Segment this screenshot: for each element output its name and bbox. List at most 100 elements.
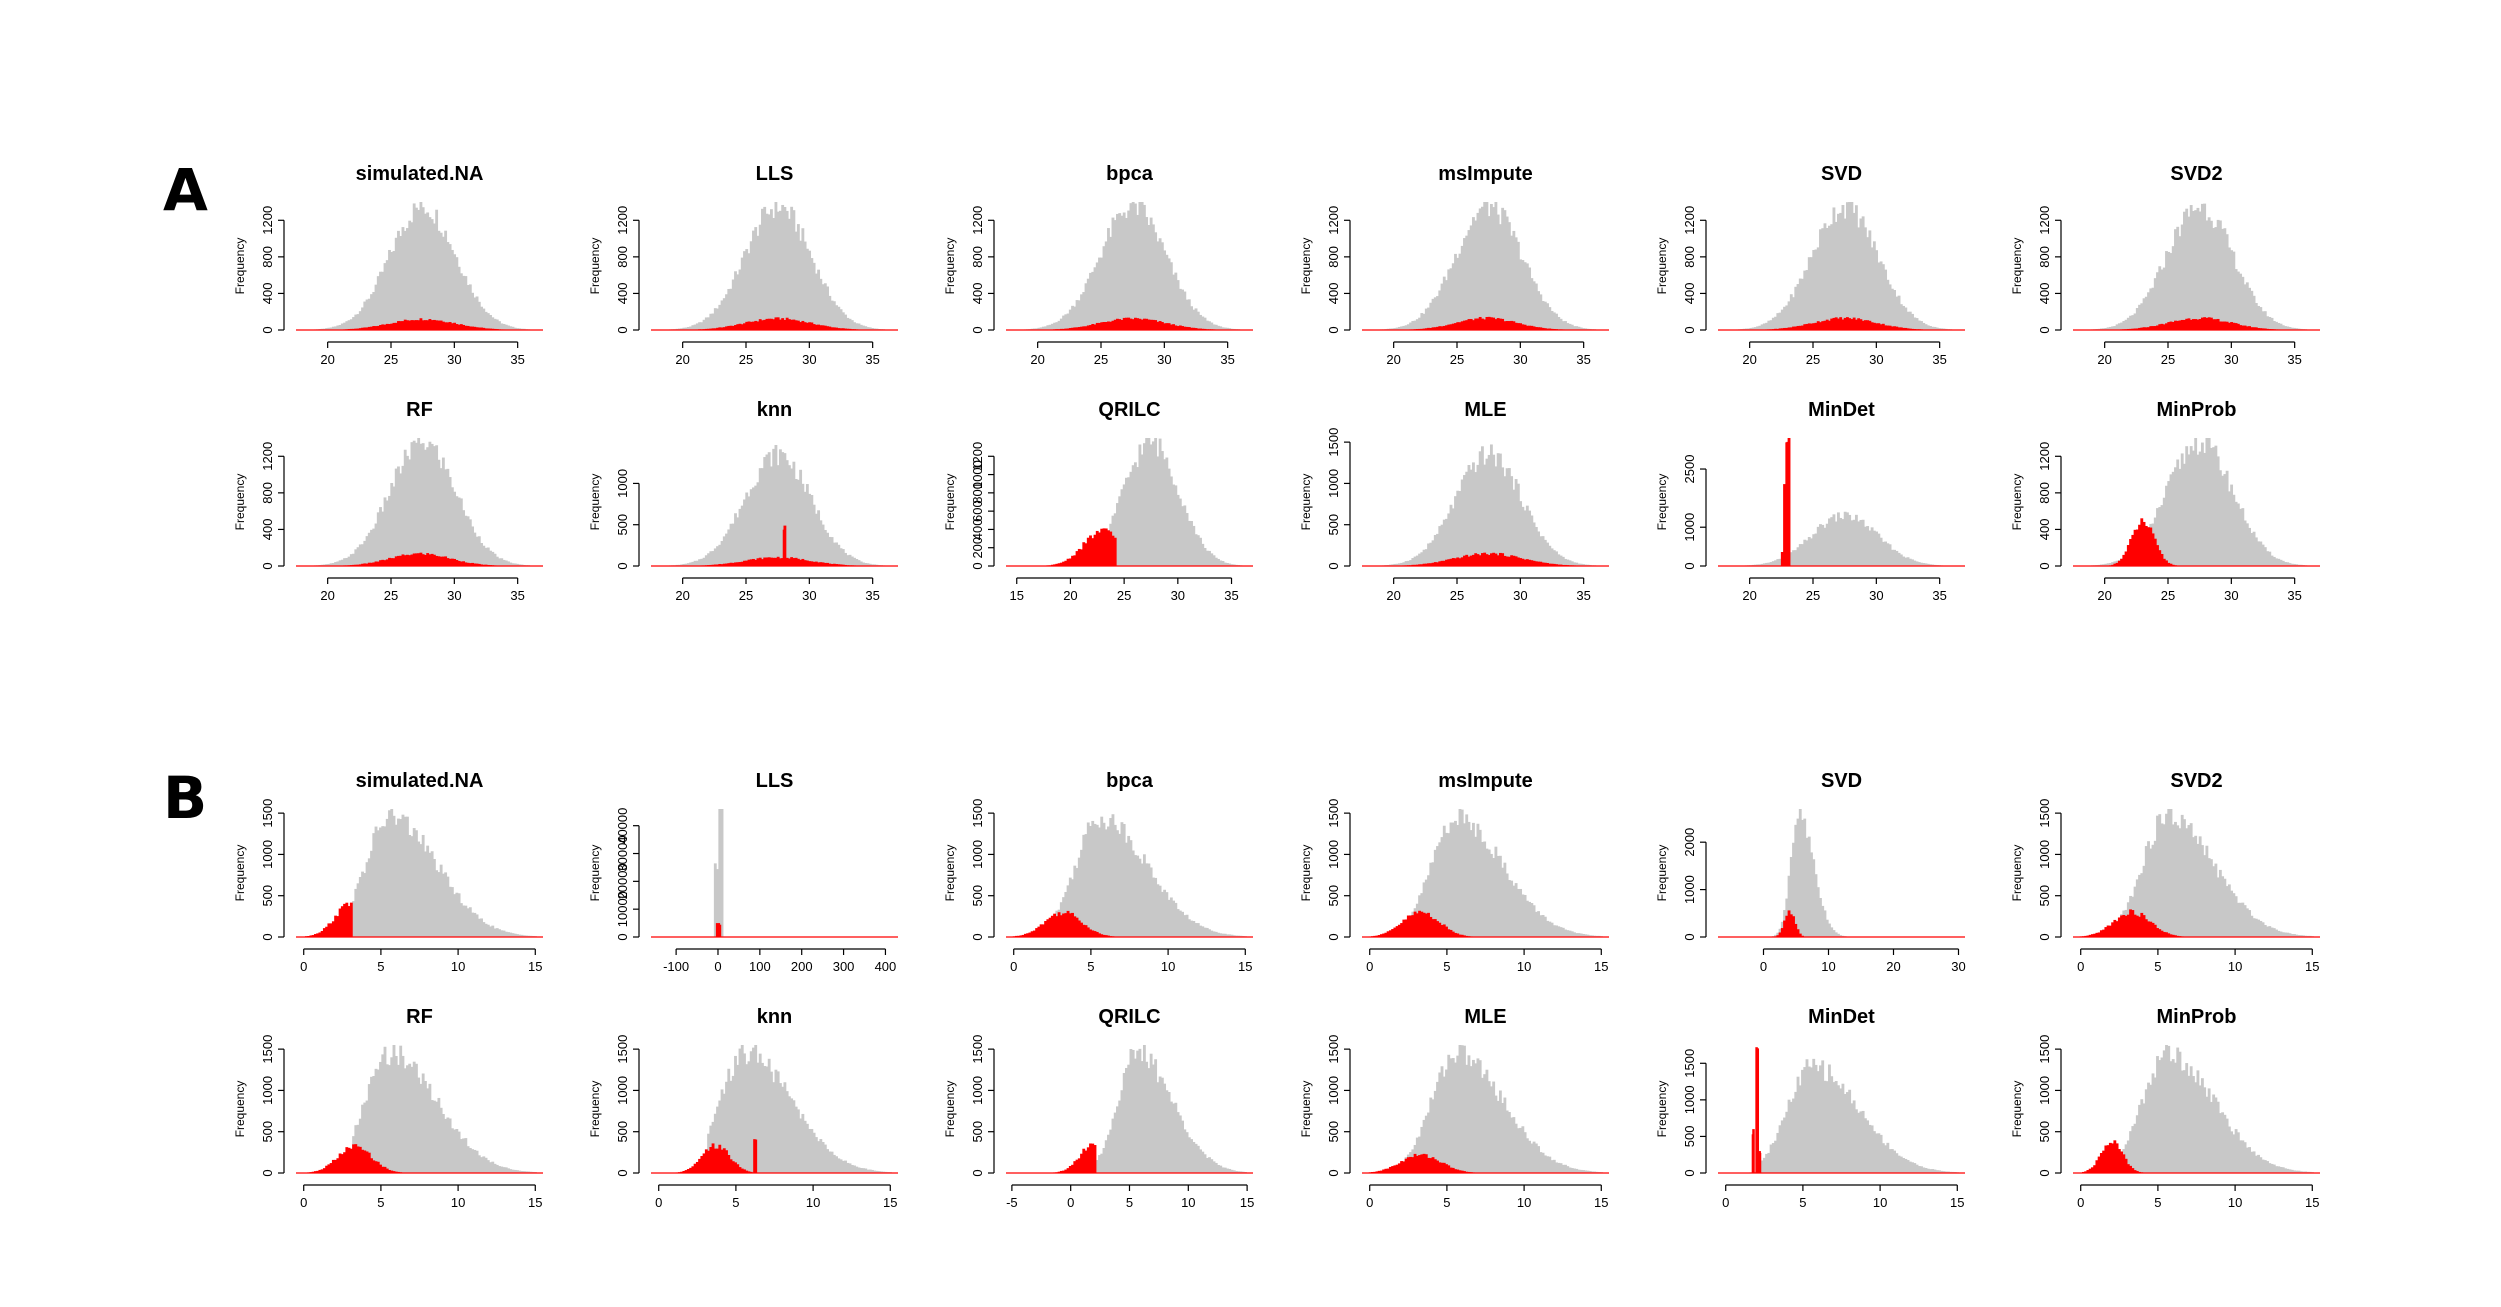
gray-bar [830,1151,834,1173]
red-bar [747,559,751,566]
red-bar [349,1148,353,1173]
red-bars [2108,518,2177,566]
gray-bar [716,308,719,330]
red-bar [1431,562,1435,566]
red-bar [1169,324,1173,330]
gray-bar [379,827,382,937]
gray-bar [2270,555,2274,566]
gray-bar [1149,867,1153,937]
gray-bar [1537,291,1540,330]
gray-bar [770,466,773,566]
red-bar [455,324,459,330]
gray-bar [1550,922,1554,937]
gray-bar [1481,1077,1484,1173]
gray-bar [403,816,407,937]
gray-bar [1433,849,1437,937]
gray-bar [1082,834,1086,937]
gray-bar [704,317,708,330]
red-bar [1792,326,1795,330]
gray-bar [2225,470,2229,566]
red-bar [1839,317,1843,330]
gray-bar [2259,1157,2263,1173]
gray-bar [1071,879,1074,937]
red-bar [1431,1157,1435,1173]
x-tick-label: 30 [2224,588,2238,603]
gray-bar [1393,328,1397,330]
gray-bar [1803,270,1807,330]
red-bar [401,554,405,566]
gray-bar [1196,535,1200,566]
red-bar [1472,320,1475,330]
red-bar [772,319,776,330]
gray-bar [408,220,412,330]
red-spike [1758,1151,1761,1173]
red-bar [473,326,477,330]
gray-bar [504,931,508,937]
y-tick-label: 0 [1682,1169,1697,1176]
gray-bar [374,523,378,566]
red-bar [2151,922,2155,937]
gray-bar [2212,447,2216,566]
gray-bar [1100,1153,1104,1173]
gray-bar [1424,549,1428,566]
red-spike [782,529,786,566]
gray-bar [2234,269,2238,330]
gray-bar [756,1062,760,1173]
red-bar [383,560,387,566]
y-tick-label: 400 [970,283,985,305]
gray-bar [1814,874,1818,937]
gray-bar [2174,1062,2177,1173]
gray-bar [1510,880,1514,937]
gray-bar [776,1071,780,1173]
gray-bar [2239,1140,2243,1173]
gray-bar [2290,934,2294,937]
gray-bar [475,296,479,330]
red-bar [1785,327,1789,330]
gray-bar [385,1064,389,1173]
gray-bar [1559,927,1563,937]
y-tick-label: 1200 [970,206,985,235]
gray-bar [722,298,726,330]
red-bar [1801,325,1804,330]
gray-bar [1474,220,1478,330]
x-tick-label: 15 [2305,1195,2319,1210]
gray-bar [1765,322,1768,330]
gray-bar [381,511,385,566]
gray-bar [1095,1160,1099,1173]
red-bar [1427,563,1430,566]
gray-bar [462,275,466,330]
gray-bar [2252,295,2256,330]
gray-bar [1798,278,1802,330]
red-bar [1823,320,1827,330]
red-bar [1100,322,1104,330]
gray-bar [1431,298,1435,330]
red-bar [1451,931,1455,937]
y-tick-label: 1500 [260,1035,275,1064]
x-tick-label: -5 [1006,1195,1018,1210]
gray-bar [1151,224,1155,330]
gray-bar [848,554,852,566]
red-bar [743,560,746,566]
gray-bar [340,323,344,330]
red-bar [1104,935,1108,937]
gray-bar [343,322,346,330]
gray-bar [1852,519,1856,566]
gray-bar [527,935,531,937]
gray-bar [1548,307,1552,330]
gray-bar [390,809,394,937]
red-bar [1454,1169,1457,1173]
red-bar [754,559,758,566]
gray-bar [1543,301,1547,330]
red-bar [1832,317,1836,330]
gray-bar [2279,559,2283,566]
gray-bar [1210,553,1214,566]
red-bar [722,327,726,330]
gray-bar [2250,290,2254,330]
gray-bar [383,497,387,566]
red-bar [1377,1170,1381,1173]
gray-bar [1586,328,1590,330]
gray-bar [1863,526,1867,566]
red-bar [770,318,773,330]
gray-bar [2223,1114,2227,1173]
